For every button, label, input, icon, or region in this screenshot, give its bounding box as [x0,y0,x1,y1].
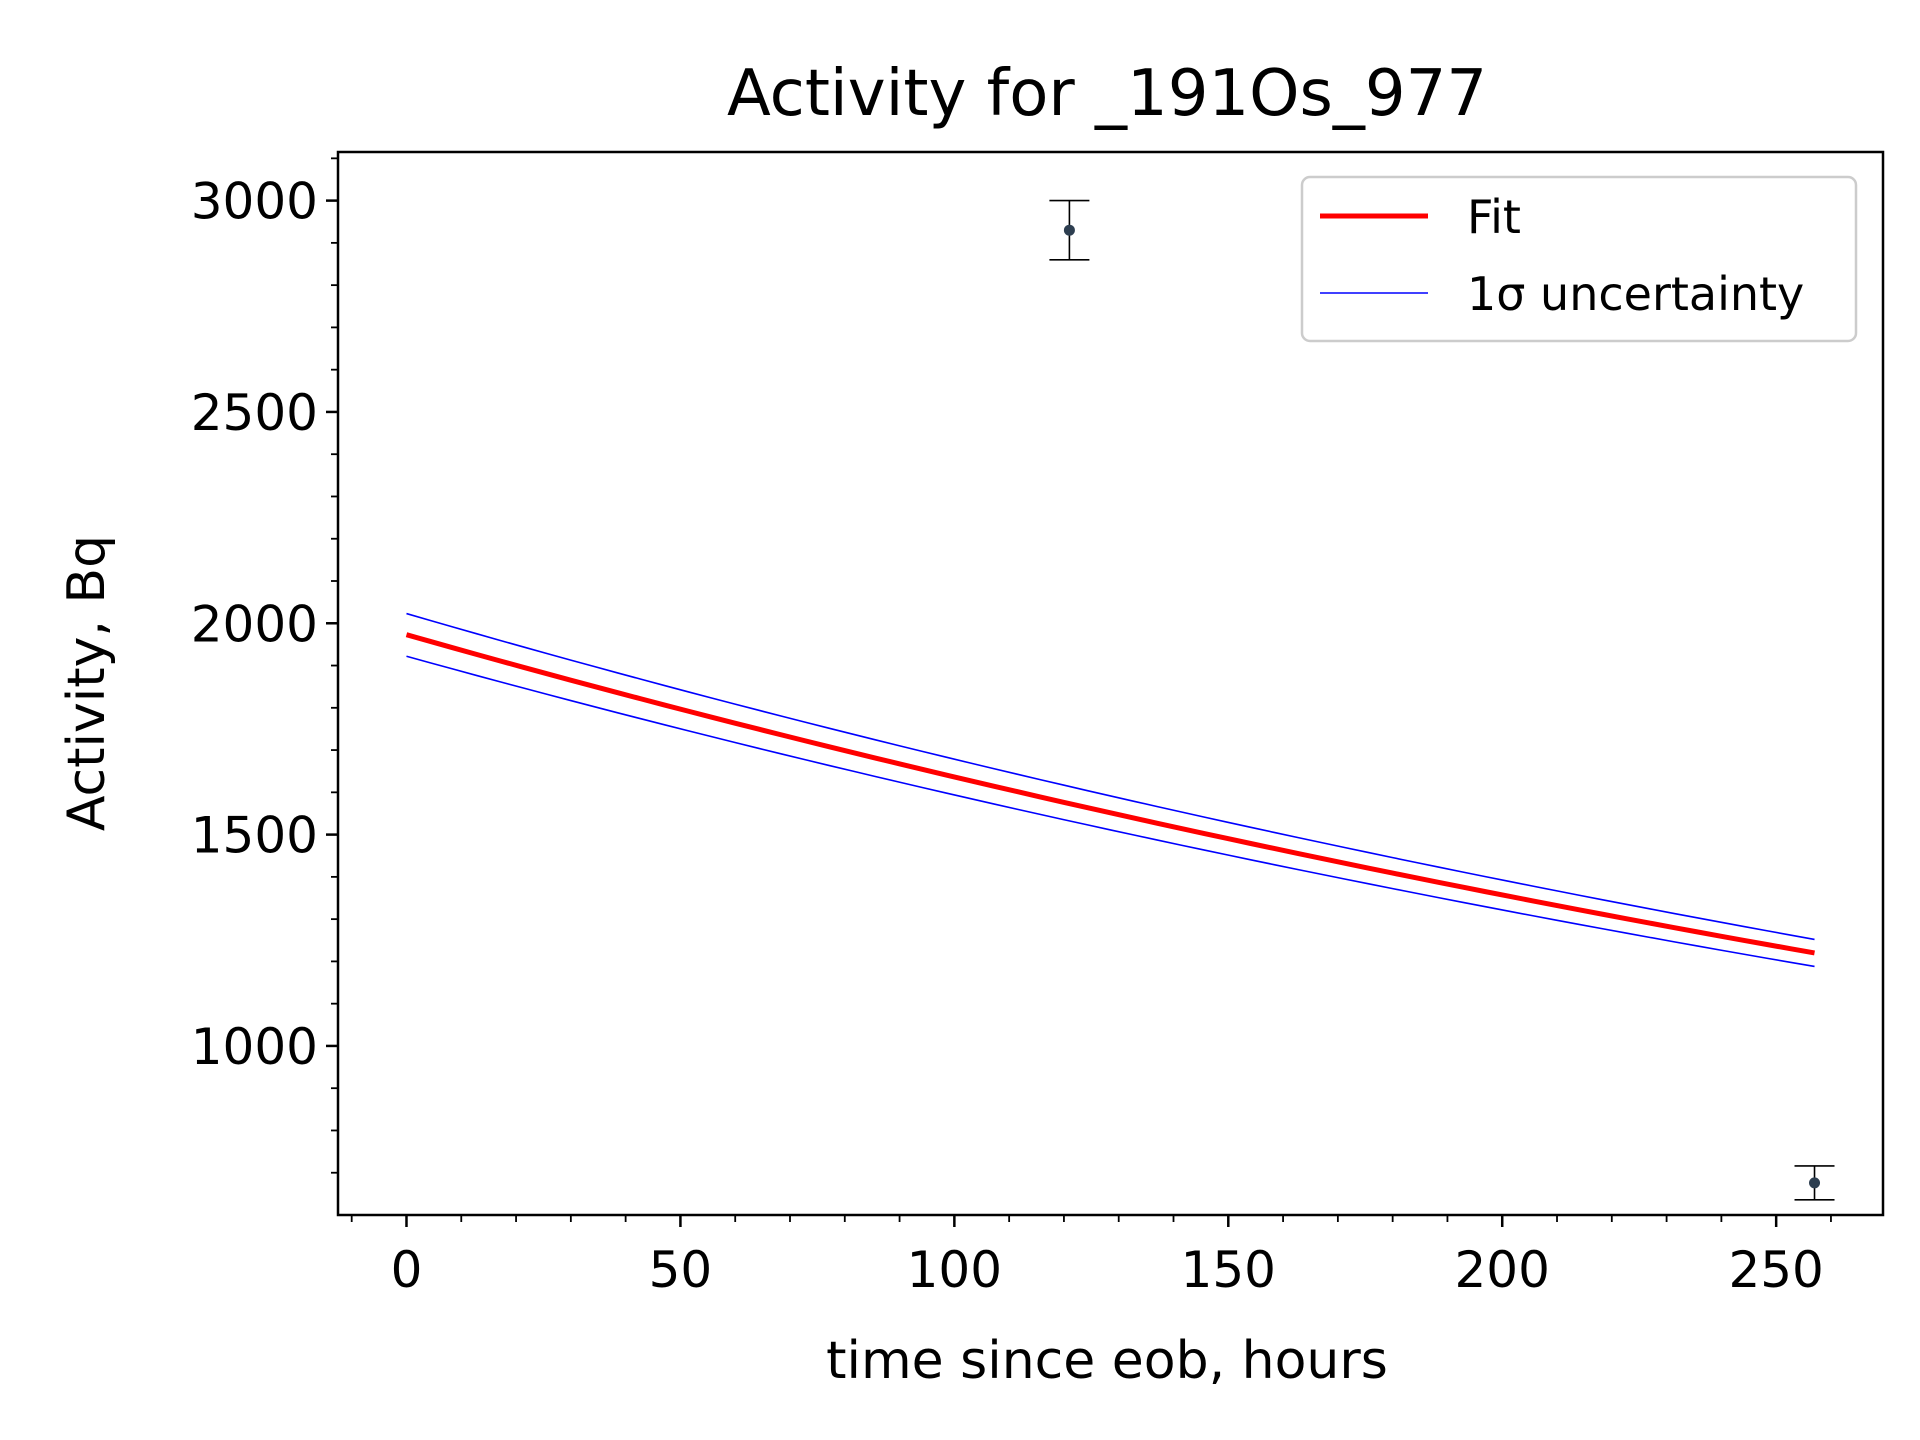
data-point-2 [1794,1165,1835,1201]
uncertainty-upper-line [406,612,1815,941]
data-marker [1809,1177,1821,1189]
data-point-1 [1049,199,1090,261]
data-marker [1063,224,1075,236]
x-tick-label: 0 [391,1241,423,1299]
x-tick-label: 250 [1728,1241,1823,1299]
plot-frame [336,150,1885,1217]
plot-layer [405,199,1835,1201]
legend: Fit 1σ uncertainty [1300,175,1858,343]
x-tick-label: 200 [1455,1241,1550,1299]
x-tick-label: 100 [907,1241,1002,1299]
legend-label-fit: Fit [1467,190,1521,244]
legend-label-uncertainty: 1σ uncertainty [1467,267,1804,321]
chart-title: Activity for _191Os_977 [727,57,1487,131]
x-tick-label: 150 [1181,1241,1276,1299]
y-tick-label: 1000 [191,1018,318,1076]
x-axis-label: time since eob, hours [826,1331,1388,1391]
y-tick-label: 2500 [191,384,318,442]
x-tick-label: 50 [649,1241,713,1299]
y-tick-label: 1500 [191,807,318,865]
axes-layer: 0 50 100 150 200 250 1000 1500 2000 2500 3000 [191,157,1832,1299]
y-axis-label: Activity, Bq [57,535,117,831]
y-tick-label: 3000 [191,173,318,231]
fit-line [405,632,1815,956]
legend-box [1300,175,1858,343]
y-tick-label: 2000 [191,595,318,653]
uncertainty-lower-line [406,655,1815,968]
